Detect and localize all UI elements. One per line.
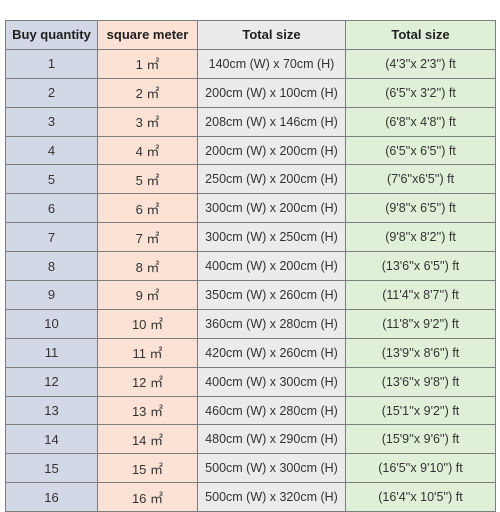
cell-total-size-cm: 300cm (W) x 200cm (H) <box>197 193 346 224</box>
cell-square-meter: 3 ㎡ <box>97 106 198 137</box>
header-buy-quantity: Buy quantity <box>5 20 98 50</box>
cell-total-size-cm: 200cm (W) x 200cm (H) <box>197 135 346 166</box>
table-header: Buy quantity square meter Total size Tot… <box>5 20 496 50</box>
cell-total-size-cm: 400cm (W) x 200cm (H) <box>197 251 346 282</box>
cell-total-size-cm: 500cm (W) x 320cm (H) <box>197 482 346 512</box>
cell-buy-quantity: 16 <box>5 482 98 512</box>
cell-total-size-ft: (11'8''x 9'2'') ft <box>345 308 496 339</box>
cell-square-meter: 1 ㎡ <box>97 48 198 79</box>
cell-total-size-cm: 140cm (W) x 70cm (H) <box>197 48 346 79</box>
cell-total-size-cm: 350cm (W) x 260cm (H) <box>197 280 346 310</box>
header-square-meter: square meter <box>97 20 198 50</box>
cell-buy-quantity: 3 <box>5 106 98 137</box>
table-row: 13 13 ㎡ 460cm (W) x 280cm (H) (15'1''x 9'2'… <box>5 395 496 426</box>
cell-total-size-ft: (11'4''x 8'7'') ft <box>345 280 496 310</box>
table-row: 14 14 ㎡ 480cm (W) x 290cm (H) (15'9''x 9'6'… <box>5 424 496 455</box>
table-row: 15 15 ㎡ 500cm (W) x 300cm (H) (16'5''x 9'10… <box>5 453 496 484</box>
header-total-size-ft: Total size <box>345 20 496 50</box>
cell-total-size-ft: (15'9''x 9'6'') ft <box>345 424 496 455</box>
cell-buy-quantity: 5 <box>5 164 98 195</box>
cell-square-meter: 5 ㎡ <box>97 164 198 195</box>
cell-total-size-ft: (6'5''x 6'5'') ft <box>345 135 496 166</box>
cell-buy-quantity: 15 <box>5 453 98 484</box>
cell-total-size-ft: (13'9''x 8'6'') ft <box>345 337 496 368</box>
size-chart-table: Buy quantity square meter Total size Tot… <box>5 20 496 512</box>
cell-total-size-ft: (6'5''x 3'2'') ft <box>345 77 496 108</box>
cell-buy-quantity: 2 <box>5 77 98 108</box>
cell-square-meter: 4 ㎡ <box>97 135 198 166</box>
cell-square-meter: 11 ㎡ <box>97 337 198 368</box>
cell-total-size-ft: (15'1''x 9'2'') ft <box>345 395 496 426</box>
cell-square-meter: 16 ㎡ <box>97 482 198 512</box>
cell-total-size-cm: 420cm (W) x 260cm (H) <box>197 337 346 368</box>
header-total-size-cm: Total size <box>197 20 346 50</box>
table-row: 10 10 ㎡ 360cm (W) x 280cm (H) (11'8''x 9'2'… <box>5 308 496 339</box>
cell-total-size-cm: 200cm (W) x 100cm (H) <box>197 77 346 108</box>
table-row: 12 12 ㎡ 400cm (W) x 300cm (H) (13'6''x 9'8'… <box>5 366 496 397</box>
cell-square-meter: 9 ㎡ <box>97 280 198 310</box>
cell-total-size-cm: 480cm (W) x 290cm (H) <box>197 424 346 455</box>
cell-buy-quantity: 13 <box>5 395 98 426</box>
cell-buy-quantity: 8 <box>5 251 98 282</box>
cell-buy-quantity: 4 <box>5 135 98 166</box>
cell-square-meter: 13 ㎡ <box>97 395 198 426</box>
cell-total-size-ft: (7'6''x6'5'') ft <box>345 164 496 195</box>
cell-square-meter: 8 ㎡ <box>97 251 198 282</box>
table-row: 16 16 ㎡ 500cm (W) x 320cm (H) (16'4''x 10'5… <box>5 482 496 512</box>
cell-total-size-ft: (16'5''x 9'10'') ft <box>345 453 496 484</box>
cell-total-size-ft: (9'8''x 6'5'') ft <box>345 193 496 224</box>
cell-square-meter: 6 ㎡ <box>97 193 198 224</box>
cell-buy-quantity: 10 <box>5 308 98 339</box>
cell-buy-quantity: 14 <box>5 424 98 455</box>
cell-total-size-ft: (9'8''x 8'2'') ft <box>345 222 496 253</box>
cell-total-size-ft: (13'6''x 6'5'') ft <box>345 251 496 282</box>
cell-total-size-ft: (6'8''x 4'8'') ft <box>345 106 496 137</box>
cell-square-meter: 2 ㎡ <box>97 77 198 108</box>
cell-total-size-cm: 300cm (W) x 250cm (H) <box>197 222 346 253</box>
cell-total-size-cm: 460cm (W) x 280cm (H) <box>197 395 346 426</box>
cell-square-meter: 12 ㎡ <box>97 366 198 397</box>
cell-square-meter: 7 ㎡ <box>97 222 198 253</box>
cell-total-size-ft: (4'3''x 2'3'') ft <box>345 48 496 79</box>
cell-total-size-cm: 360cm (W) x 280cm (H) <box>197 308 346 339</box>
cell-buy-quantity: 7 <box>5 222 98 253</box>
cell-buy-quantity: 9 <box>5 280 98 310</box>
cell-total-size-cm: 400cm (W) x 300cm (H) <box>197 366 346 397</box>
cell-total-size-ft: (16'4''x 10'5'') ft <box>345 482 496 512</box>
cell-buy-quantity: 12 <box>5 366 98 397</box>
cell-square-meter: 10 ㎡ <box>97 308 198 339</box>
cell-square-meter: 15 ㎡ <box>97 453 198 484</box>
cell-total-size-cm: 500cm (W) x 300cm (H) <box>197 453 346 484</box>
cell-total-size-cm: 208cm (W) x 146cm (H) <box>197 106 346 137</box>
cell-buy-quantity: 1 <box>5 48 98 79</box>
header-row: Buy quantity square meter Total size Tot… <box>5 20 496 50</box>
cell-buy-quantity: 11 <box>5 337 98 368</box>
table-row: 11 11 ㎡ 420cm (W) x 260cm (H) (13'9''x 8'6'… <box>5 337 496 368</box>
cell-total-size-cm: 250cm (W) x 200cm (H) <box>197 164 346 195</box>
cell-total-size-ft: (13'6''x 9'8'') ft <box>345 366 496 397</box>
cell-buy-quantity: 6 <box>5 193 98 224</box>
cell-square-meter: 14 ㎡ <box>97 424 198 455</box>
